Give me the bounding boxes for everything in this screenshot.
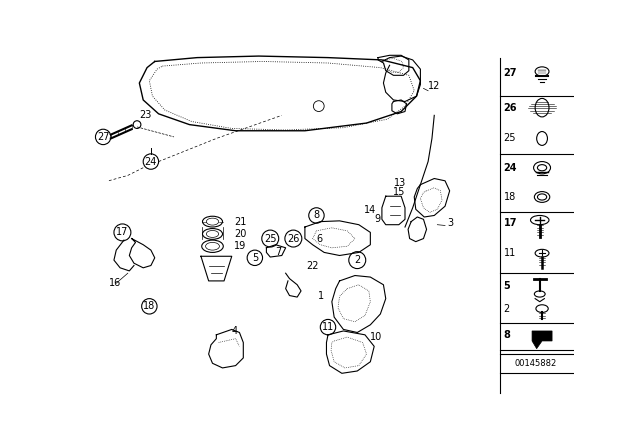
Text: 17: 17 xyxy=(116,228,129,237)
Text: 23: 23 xyxy=(140,110,152,121)
Text: 8: 8 xyxy=(504,330,511,340)
Text: 2: 2 xyxy=(504,304,510,314)
Text: 1: 1 xyxy=(318,291,324,302)
Text: 20: 20 xyxy=(234,229,246,239)
Text: 11: 11 xyxy=(504,248,516,258)
Text: 5: 5 xyxy=(504,281,510,291)
Text: 22: 22 xyxy=(307,260,319,271)
Text: 27: 27 xyxy=(97,132,109,142)
Text: 3: 3 xyxy=(447,218,454,228)
Text: 4: 4 xyxy=(232,326,238,336)
Text: 9: 9 xyxy=(374,214,380,224)
Polygon shape xyxy=(532,331,552,349)
Text: 8: 8 xyxy=(314,211,319,220)
Text: 17: 17 xyxy=(504,218,517,228)
Text: 11: 11 xyxy=(322,322,334,332)
Text: 5: 5 xyxy=(252,253,258,263)
Text: 25: 25 xyxy=(504,134,516,143)
Text: 26: 26 xyxy=(504,103,517,112)
Text: 10: 10 xyxy=(371,332,383,342)
Text: 21: 21 xyxy=(234,217,246,227)
Text: 16: 16 xyxy=(109,278,121,288)
Text: 18: 18 xyxy=(143,302,156,311)
Text: 2: 2 xyxy=(354,255,360,265)
Text: 7: 7 xyxy=(276,247,282,258)
Text: 6: 6 xyxy=(316,233,323,244)
Text: 25: 25 xyxy=(264,233,276,244)
Text: 12: 12 xyxy=(428,81,440,91)
Text: 00145882: 00145882 xyxy=(515,359,557,368)
Text: 24: 24 xyxy=(504,163,517,173)
Text: 15: 15 xyxy=(394,187,406,198)
Text: 27: 27 xyxy=(504,68,517,78)
Text: 26: 26 xyxy=(287,233,300,244)
Text: 18: 18 xyxy=(504,192,516,202)
Text: 14: 14 xyxy=(364,205,376,215)
Text: 19: 19 xyxy=(234,241,246,251)
Text: 24: 24 xyxy=(145,156,157,167)
Text: 13: 13 xyxy=(394,178,406,188)
